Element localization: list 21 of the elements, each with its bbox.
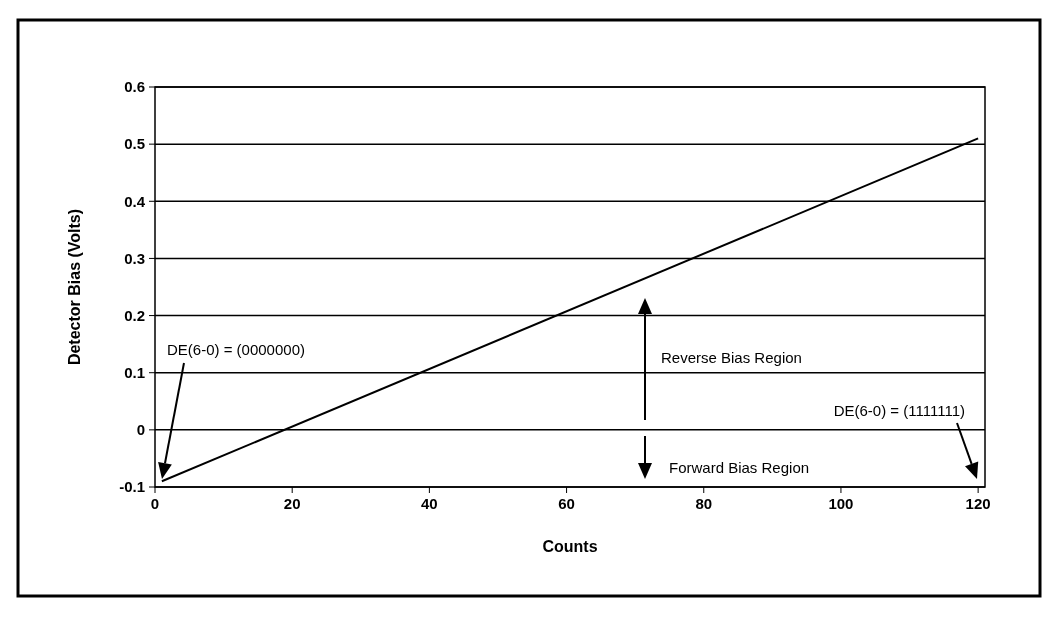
annotation: Forward Bias Region bbox=[669, 459, 810, 476]
annotation: DE(6-0) = (1111111) bbox=[833, 402, 965, 419]
y-axis-title: Detector Bias (Volts) bbox=[66, 208, 83, 366]
y-tick-label: 0 bbox=[136, 421, 145, 439]
y-tick-label: -0.1 bbox=[119, 478, 145, 496]
y-tick-label: 0.1 bbox=[124, 363, 145, 381]
x-tick-label: 100 bbox=[828, 495, 854, 512]
x-tick-label: 40 bbox=[421, 495, 438, 512]
annotation: DE(6-0) = (0000000) bbox=[167, 341, 305, 358]
y-tick-label: 0.3 bbox=[124, 249, 145, 267]
x-tick-label: 120 bbox=[965, 495, 991, 512]
y-tick-label: 0.4 bbox=[124, 192, 146, 210]
y-tick-label: 0.5 bbox=[124, 135, 145, 153]
y-tick-label: 0.6 bbox=[124, 78, 145, 96]
x-tick-label: 60 bbox=[558, 495, 575, 512]
x-tick-label: 80 bbox=[695, 495, 713, 512]
x-tick-label: 20 bbox=[283, 495, 301, 512]
x-tick-label: 0 bbox=[150, 495, 160, 512]
annotation: Reverse Bias Region bbox=[661, 349, 802, 366]
y-tick-label: 0.2 bbox=[124, 306, 145, 324]
x-axis-title: Counts bbox=[542, 538, 598, 555]
